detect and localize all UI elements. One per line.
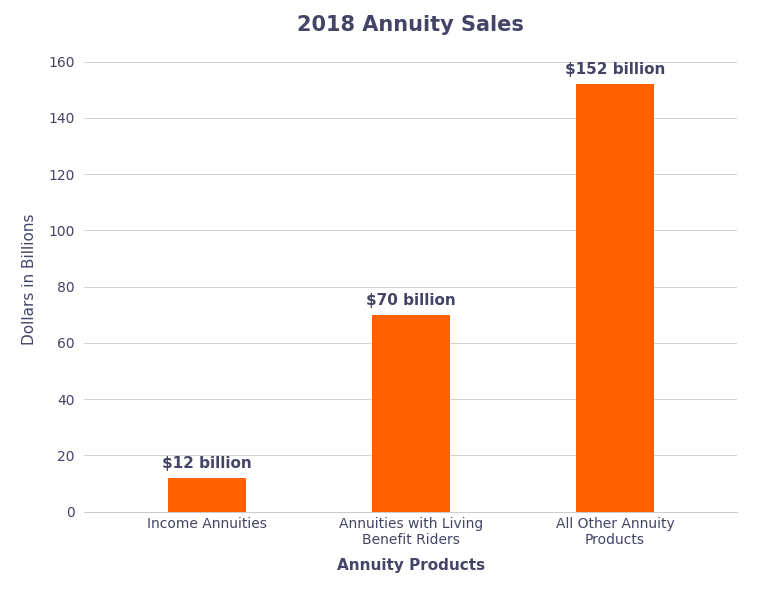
Title: 2018 Annuity Sales: 2018 Annuity Sales xyxy=(297,15,525,35)
Text: $70 billion: $70 billion xyxy=(366,293,455,308)
Text: $12 billion: $12 billion xyxy=(162,456,252,471)
Bar xyxy=(576,84,654,512)
Bar xyxy=(372,315,449,512)
Bar xyxy=(168,478,246,512)
Y-axis label: Dollars in Billions: Dollars in Billions xyxy=(22,214,37,346)
Text: $152 billion: $152 billion xyxy=(564,62,665,77)
X-axis label: Annuity Products: Annuity Products xyxy=(337,558,485,573)
